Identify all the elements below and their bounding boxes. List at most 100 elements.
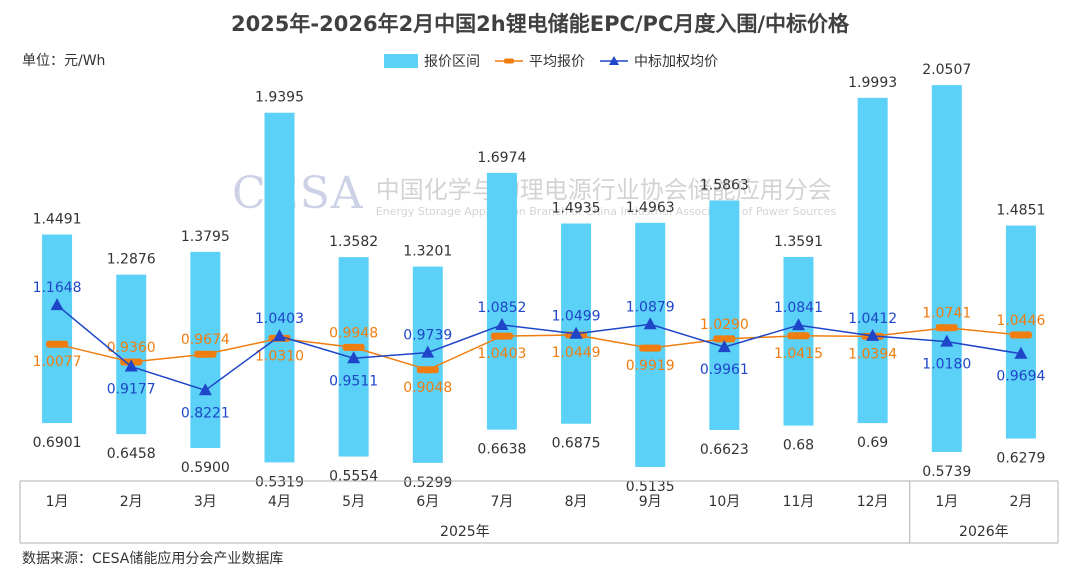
range-high-label-3: 1.3795 (181, 229, 230, 245)
unit-label: 单位：元/Wh (22, 53, 106, 69)
weighted-price-line (56, 304, 1022, 392)
range-bar-8 (561, 223, 592, 424)
avg-price-marker-13 (935, 324, 958, 332)
avg-price-label-1: 1.0077 (33, 354, 82, 370)
range-low-label-1: 0.6901 (33, 435, 82, 451)
range-bar-7 (486, 172, 517, 430)
legend-label-avg: 平均报价 (529, 54, 585, 70)
range-high-label-2: 1.2876 (107, 252, 156, 268)
range-bar-13 (931, 85, 962, 452)
range-high-label-8: 1.4935 (552, 201, 601, 217)
category-label-10: 10月 (708, 494, 740, 510)
avg-price-label-11: 1.0415 (774, 346, 823, 362)
range-low-label-2: 0.6458 (107, 446, 156, 462)
range-low-label-11: 0.68 (783, 438, 814, 454)
weighted-price-marker-14 (1014, 346, 1028, 359)
avg-price-line (56, 326, 1022, 371)
avg-price-label-14: 1.0446 (996, 313, 1045, 329)
range-low-label-14: 0.6279 (996, 451, 1045, 467)
legend-item-range: 报价区间 (384, 51, 480, 71)
range-bar-12 (857, 97, 888, 424)
category-label-2: 2月 (120, 494, 143, 510)
range-low-label-7: 0.6638 (477, 442, 526, 458)
weighted-price-label-14: 0.9694 (996, 369, 1045, 385)
weighted-price-marker-7 (495, 317, 509, 330)
legend-label-weighted: 中标加权均价 (634, 54, 718, 70)
group-label-2: 2026年 (959, 524, 1009, 540)
category-label-14: 2月 (1009, 494, 1032, 510)
group-label-1: 2025年 (440, 524, 490, 540)
range-high-label-14: 1.4851 (996, 203, 1045, 219)
weighted-price-label-2: 0.9177 (107, 382, 156, 398)
category-label-13: 1月 (935, 494, 958, 510)
category-label-5: 5月 (342, 494, 365, 510)
range-high-label-13: 2.0507 (922, 62, 971, 78)
weighted-price-label-9: 1.0879 (626, 299, 675, 315)
range-low-label-6: 0.5299 (403, 475, 452, 491)
category-label-4: 4月 (268, 494, 291, 510)
weighted-price-marker-12 (866, 328, 880, 341)
legend-swatch-range (384, 54, 418, 68)
weighted-price-label-1: 1.1648 (33, 280, 82, 296)
range-high-label-4: 1.9395 (255, 90, 304, 106)
avg-price-label-6: 0.9048 (403, 380, 452, 396)
range-high-label-6: 1.3201 (403, 244, 452, 260)
range-low-label-9: 0.5135 (626, 479, 675, 495)
weighted-price-marker-10 (717, 340, 731, 353)
data-source: 数据来源：CESA储能应用分会产业数据库 (22, 551, 284, 567)
avg-price-marker-14 (1009, 331, 1032, 339)
avg-price-label-10: 1.0290 (700, 317, 749, 333)
avg-price-marker-11 (787, 332, 810, 340)
category-label-6: 6月 (416, 494, 439, 510)
weighted-price-marker-9 (643, 317, 657, 330)
avg-price-label-8: 1.0449 (552, 345, 601, 361)
range-bar-4 (264, 112, 295, 463)
weighted-price-marker-2 (124, 359, 138, 372)
legend-swatch-avg (495, 58, 523, 64)
range-bar-3 (190, 251, 221, 448)
category-label-9: 9月 (639, 494, 662, 510)
range-low-label-5: 0.5554 (329, 469, 378, 485)
weighted-price-marker-1 (50, 298, 64, 311)
range-low-label-3: 0.5900 (181, 460, 230, 476)
range-low-label-10: 0.6623 (700, 442, 749, 458)
range-bar-2 (116, 274, 147, 435)
avg-price-marker-7 (490, 332, 513, 340)
range-low-label-8: 0.6875 (552, 436, 601, 452)
avg-price-label-9: 0.9919 (626, 358, 675, 374)
avg-price-label-2: 0.9360 (107, 340, 156, 356)
weighted-price-label-4: 1.0403 (255, 311, 304, 327)
avg-price-marker-10 (713, 335, 736, 343)
range-bar-10 (709, 200, 740, 430)
range-high-label-5: 1.3582 (329, 234, 378, 250)
avg-price-label-4: 1.0310 (255, 348, 304, 364)
weighted-price-label-8: 1.0499 (552, 309, 601, 325)
category-label-8: 8月 (565, 494, 588, 510)
legend-item-weighted: 中标加权均价 (599, 51, 718, 71)
category-label-7: 7月 (490, 494, 513, 510)
legend: 报价区间 平均报价 中标加权均价 (384, 51, 732, 71)
category-label-1: 1月 (46, 494, 69, 510)
category-label-3: 3月 (194, 494, 217, 510)
weighted-price-label-7: 1.0852 (477, 300, 526, 316)
category-label-11: 11月 (783, 494, 815, 510)
avg-price-marker-5 (342, 343, 365, 351)
chart-title: 2025年-2026年2月中国2h锂电储能EPC/PC月度入围/中标价格 (230, 12, 850, 36)
range-bar-1 (42, 234, 73, 424)
weighted-price-marker-3 (198, 383, 212, 396)
avg-price-label-7: 1.0403 (477, 346, 526, 362)
range-high-label-11: 1.3591 (774, 234, 823, 250)
legend-item-avg: 平均报价 (494, 51, 585, 71)
weighted-price-label-5: 0.9511 (329, 373, 378, 389)
weighted-price-marker-11 (792, 318, 805, 331)
avg-price-marker-1 (46, 340, 69, 348)
avg-price-label-5: 0.9948 (329, 325, 378, 341)
weighted-price-label-3: 0.8221 (181, 405, 230, 421)
range-high-label-10: 1.5863 (700, 177, 749, 193)
weighted-price-marker-6 (421, 345, 435, 358)
weighted-price-label-10: 0.9961 (700, 362, 749, 378)
weighted-price-marker-13 (940, 334, 954, 347)
avg-price-marker-3 (194, 350, 217, 358)
weighted-price-label-6: 0.9739 (403, 328, 452, 344)
legend-label-range: 报价区间 (424, 54, 480, 70)
